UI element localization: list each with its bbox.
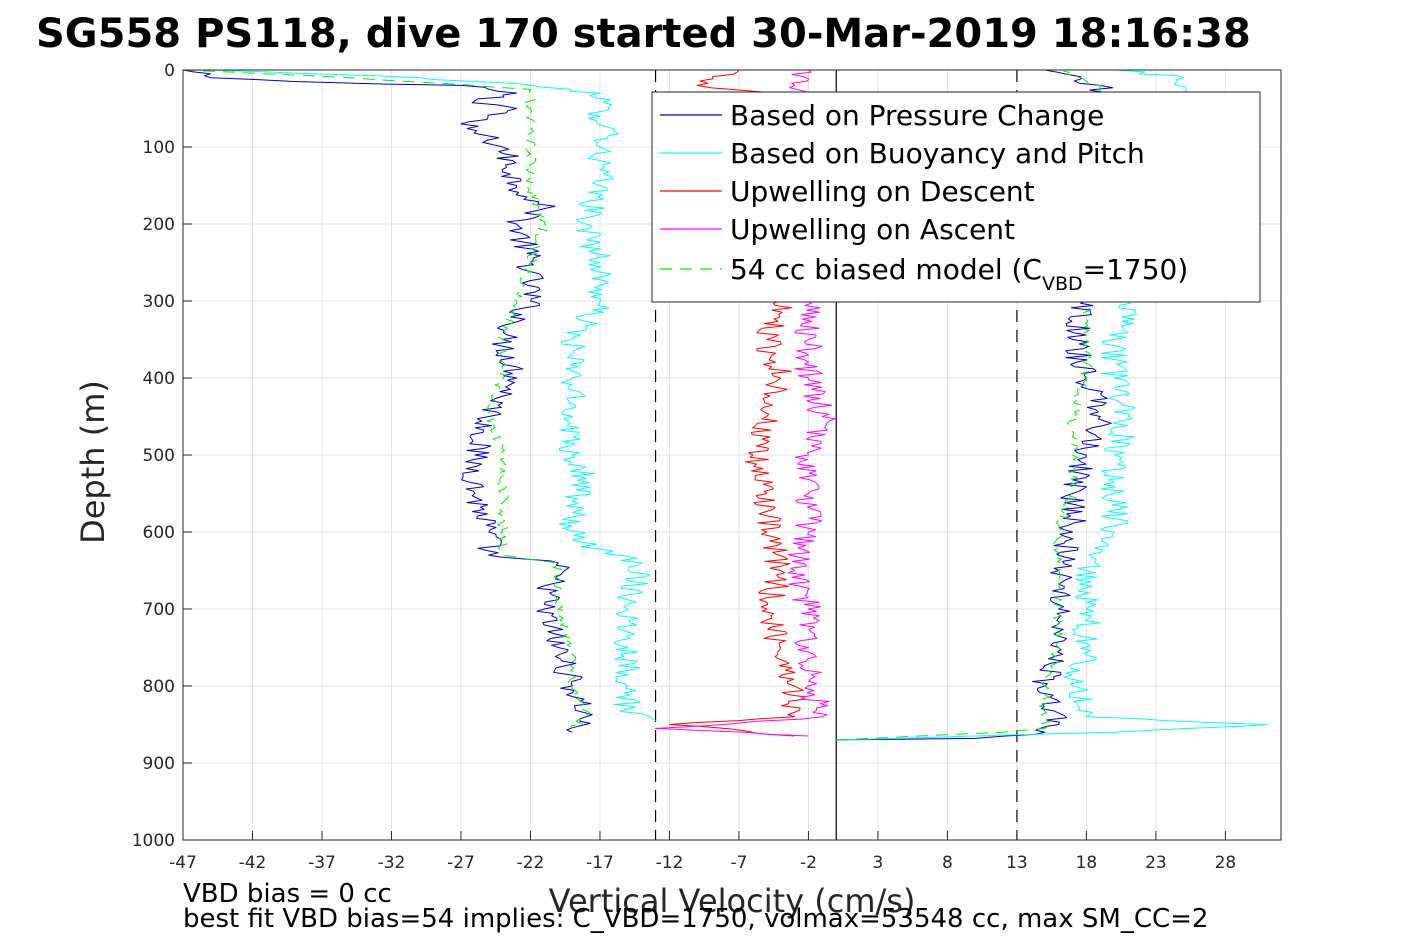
x-tick-label: -7 [730, 853, 747, 873]
y-tick-label: 500 [143, 446, 175, 466]
y-tick-label: 800 [143, 677, 175, 697]
legend-entry-upwell-ascent: Upwelling on Ascent [730, 213, 1015, 246]
y-axis-label: Depth (m) [74, 380, 112, 544]
x-tick-label: 13 [1006, 853, 1028, 873]
x-tick-label: -2 [800, 853, 817, 873]
best-fit-note: best fit VBD bias=54 implies: C_VBD=1750… [183, 904, 1208, 934]
x-tick-label: -12 [656, 853, 684, 873]
legend-entry-pressure: Based on Pressure Change [730, 99, 1104, 132]
x-tick-label: 23 [1145, 853, 1167, 873]
y-tick-label: 200 [143, 215, 175, 235]
legend-entry-model: 54 cc biased model (CVBD=1750) [730, 253, 1188, 295]
x-tick-label: 28 [1215, 853, 1237, 873]
x-tick-label: -42 [239, 853, 267, 873]
legend-entry-upwell-descent: Upwelling on Descent [730, 175, 1035, 208]
x-tick-label: 8 [942, 853, 953, 873]
y-tick-label: 600 [143, 523, 175, 543]
axis-ticks: -47 -42 -37 -32 -27 -22 -17 -12 -7 -2 3 8 13 18 23 28 0 1… [132, 61, 1236, 873]
legend-model-prefix: 54 cc biased model (C [730, 253, 1042, 286]
series-line-buoyancy-descent [210, 69, 656, 722]
legend-model-sub: VBD [1042, 273, 1083, 295]
y-tick-label: 0 [164, 61, 175, 81]
x-tick-label: 18 [1076, 853, 1098, 873]
series-line-model-descent [182, 69, 591, 729]
y-tick-label: 100 [143, 138, 175, 158]
vbd-bias-note: VBD bias = 0 cc [183, 879, 392, 909]
x-tick-label: -47 [169, 853, 197, 873]
legend-entry-buoyancy: Based on Buoyancy and Pitch [730, 137, 1145, 170]
x-tick-label: -37 [308, 853, 336, 873]
chart-title: SG558 PS118, dive 170 started 30-Mar-201… [36, 11, 1251, 57]
x-tick-label: -17 [586, 853, 614, 873]
x-tick-label: -32 [378, 853, 406, 873]
y-tick-label: 700 [143, 600, 175, 620]
series-line-pressure-descent [182, 69, 593, 733]
y-tick-label: 900 [143, 754, 175, 774]
y-tick-label: 400 [143, 369, 175, 389]
x-tick-label: -27 [447, 853, 475, 873]
y-tick-label: 300 [143, 292, 175, 312]
legend-model-suffix: =1750) [1083, 253, 1189, 286]
legend: Based on Pressure Change Based on Buoyan… [651, 91, 1261, 303]
x-tick-label: -22 [517, 853, 545, 873]
legend-box [651, 91, 1261, 303]
x-tick-label: 3 [873, 853, 884, 873]
x-axis-label: Vertical Velocity (cm/s) [549, 882, 916, 920]
y-tick-label: 1000 [132, 831, 175, 851]
